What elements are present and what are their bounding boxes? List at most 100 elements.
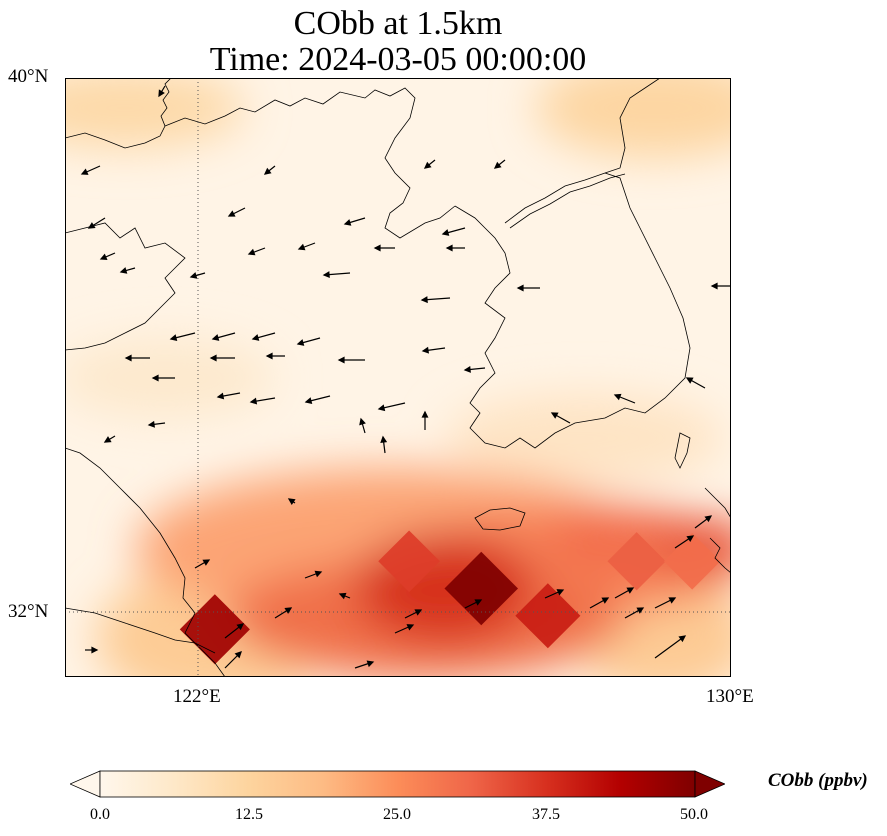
wind-vector-head: [550, 412, 559, 419]
colorbar-body: [99, 770, 696, 798]
coastline-jiangsu: [65, 447, 226, 677]
colorbar-tick-1: 12.5: [235, 806, 263, 823]
concentration-hotspot: [515, 583, 581, 649]
colorbar: [68, 770, 727, 798]
wind-vector-head: [234, 651, 242, 659]
wind-vector-head: [287, 498, 296, 505]
wind-vector-head: [296, 339, 305, 346]
wind-vector-head: [380, 435, 388, 443]
wind-vector-head: [423, 161, 432, 169]
wind-vector-head: [297, 243, 306, 251]
wind-vector-head: [189, 272, 198, 279]
wind-vector-head: [99, 253, 108, 260]
wind-vector-head: [87, 222, 96, 229]
wind-vector-head: [343, 219, 352, 226]
wind-vector-head: [685, 377, 694, 384]
wind-vector-head: [704, 515, 713, 523]
wind-vector-head: [158, 89, 165, 98]
wind-vector-head: [445, 244, 453, 252]
wind-vector-head: [209, 354, 217, 362]
wind-vector-head: [406, 624, 415, 631]
wind-vector-head: [338, 592, 347, 600]
wind-vector-head: [613, 393, 622, 401]
wind-vector-head: [556, 589, 565, 596]
colorbar-tick-4: 50.0: [680, 806, 708, 823]
coastline-korea-north: [504, 78, 661, 224]
wind-vector-head: [236, 623, 245, 631]
concentration-hotspot: [663, 532, 721, 590]
gridlines: [65, 78, 731, 677]
wind-vector-head: [202, 559, 211, 566]
coastline-shandong: [65, 222, 186, 351]
map-canvas[interactable]: [65, 78, 731, 677]
colorbar-tick-2: 25.0: [383, 806, 411, 823]
wind-vector-head: [249, 397, 258, 405]
colorbar-tick-3: 37.5: [532, 806, 560, 823]
lat-tick-40: 40°N: [8, 66, 49, 87]
wind-vector-head: [421, 410, 429, 418]
wind-vector-head: [80, 168, 89, 175]
wind-vector-head: [211, 334, 220, 341]
map-time: Time: 2024-03-05 00:00:00: [209, 41, 587, 78]
wind-vector-head: [251, 334, 260, 341]
coastline-tsushima: [674, 432, 691, 469]
coastline-kyushu: [704, 487, 731, 519]
wind-vector-head: [421, 346, 430, 354]
wind-vector-head: [151, 374, 159, 382]
wind-vector-head: [710, 282, 718, 290]
colorbar-max-arrow: [694, 770, 727, 798]
wind-vector-head: [686, 535, 695, 542]
wind-vector-head: [265, 352, 273, 360]
colorbar-graphic: [68, 770, 727, 798]
coastline-kyushu2: [709, 537, 731, 574]
wind-vector-head: [414, 609, 423, 616]
wind-vector-head: [91, 646, 99, 654]
wind-vector-head: [284, 607, 293, 614]
wind-vector-head: [441, 229, 450, 236]
coastlines: [65, 78, 731, 677]
coastline-korea-north2: [509, 173, 626, 229]
map-frame: [65, 78, 731, 677]
wind-vector-head: [304, 397, 313, 405]
wind-vector-head: [516, 284, 524, 292]
wind-vector-head: [601, 597, 610, 604]
wind-vector-head: [366, 660, 375, 668]
lon-tick-122: 122°E: [173, 686, 221, 707]
wind-vector-head: [373, 244, 381, 252]
wind-vector: [654, 635, 686, 659]
map-panel[interactable]: [65, 78, 731, 677]
coastline-yangtze: [65, 607, 216, 654]
wind-vector-head: [103, 436, 112, 443]
wind-vector-head: [247, 248, 256, 256]
wind-vector-head: [169, 334, 178, 342]
map-title: CObb at 1.5km: [293, 5, 503, 42]
wind-vector-head: [678, 635, 687, 643]
wind-vector-head: [147, 420, 155, 428]
colorbar-label: CObb (ppbv): [768, 770, 868, 791]
wind-vector-head: [227, 210, 236, 217]
wind-vector-head: [493, 161, 502, 169]
colorbar-tick-0: 0.0: [90, 806, 110, 823]
wind-vector-head: [377, 404, 386, 412]
wind-vector-head: [668, 597, 677, 604]
wind-vector-head: [322, 271, 330, 279]
wind-vectors: [80, 85, 730, 669]
wind-vector-head: [359, 417, 366, 426]
wind-vector-head: [474, 599, 483, 606]
wind-vector-head: [124, 354, 132, 362]
coastline-korea-west: [454, 172, 691, 449]
coastline-jeju: [474, 507, 526, 531]
lat-tick-32: 32°N: [8, 601, 49, 622]
wind-vector-head: [463, 365, 471, 373]
wind-vector-head: [314, 570, 323, 578]
wind-vector-head: [263, 167, 272, 175]
wind-vector-head: [119, 267, 128, 274]
wind-vector-head: [626, 587, 635, 594]
wind-vector-head: [216, 392, 225, 400]
wind-vector-head: [337, 356, 345, 364]
wind-vector-head: [636, 607, 645, 614]
lon-tick-130: 130°E: [706, 686, 754, 707]
wind-vector-head: [420, 296, 428, 304]
coastline-liaodong: [164, 87, 456, 239]
concentration-hotspot: [444, 551, 519, 626]
